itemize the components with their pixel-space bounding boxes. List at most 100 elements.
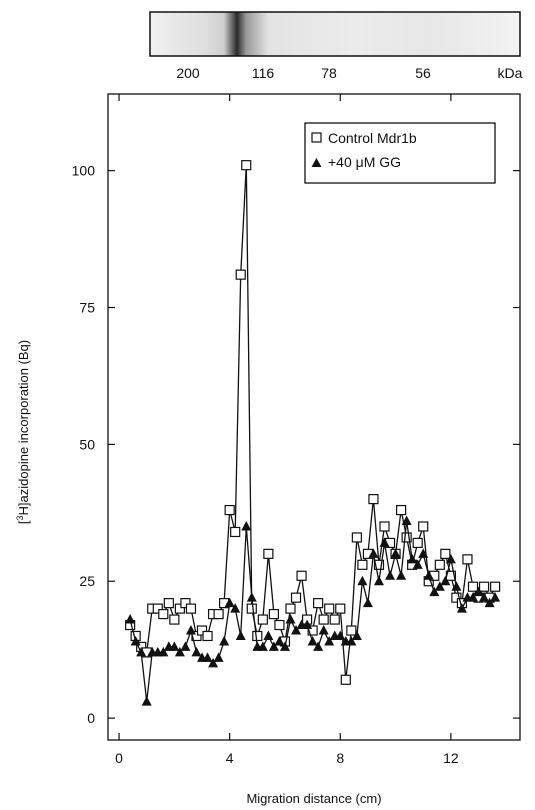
control-point (163, 598, 174, 609)
gg-point (279, 641, 290, 651)
y-axis-label: [3H]azidopine incorporation (Bq) (15, 340, 31, 524)
y-tick-label-0: 0 (87, 710, 95, 726)
gg-point (213, 652, 224, 662)
x-tick-label-8: 8 (336, 750, 344, 766)
gg-point (390, 548, 401, 558)
gg-point (418, 548, 429, 558)
control-point (174, 603, 185, 614)
legend-box (304, 122, 496, 184)
control-point (351, 532, 362, 543)
gg-point (467, 592, 478, 602)
gg-point (130, 635, 141, 646)
gg-point (158, 646, 169, 657)
series-control-mdr1b (125, 160, 501, 685)
control-point (490, 581, 501, 592)
y-tick-label-75: 75 (79, 300, 95, 316)
control-point (467, 581, 479, 592)
control-point (268, 608, 280, 620)
y-axis-label-pre: [ (16, 520, 31, 524)
gg-point (241, 520, 252, 531)
control-point (412, 537, 423, 549)
x-tick-label-12: 12 (443, 750, 459, 766)
gg-point (246, 592, 257, 602)
y-axis: 0 25 50 75 100 (72, 163, 520, 726)
gg-point (136, 646, 147, 657)
gg-point (440, 575, 451, 586)
gg-point (285, 614, 296, 624)
gg-point (396, 570, 407, 580)
gg-point (257, 641, 268, 651)
gg-point (335, 630, 346, 640)
y-axis-label-post: H]azidopine incorporation (Bq) (16, 340, 31, 516)
gg-point (235, 630, 246, 640)
gel-strip: 200 116 78 56 kDa (149, 11, 523, 81)
gg-point (313, 641, 324, 651)
gg-point (429, 586, 440, 597)
control-point (213, 608, 224, 620)
control-point (246, 603, 257, 614)
gg-point (291, 625, 302, 635)
control-point (241, 160, 252, 171)
control-point (252, 630, 263, 642)
gg-point (263, 630, 274, 640)
control-point (335, 603, 346, 614)
gel-marker-78: 78 (321, 65, 337, 81)
gel-marker-56: 56 (415, 65, 431, 81)
control-point (180, 598, 191, 609)
control-point (396, 504, 407, 516)
gg-point (490, 592, 501, 602)
control-point (434, 559, 445, 570)
gg-point (407, 553, 418, 564)
gg-point (362, 597, 373, 608)
control-point (152, 603, 163, 614)
y-axis-label-sup: 3 (15, 515, 25, 520)
gg-point (456, 603, 467, 613)
gg-point (351, 630, 362, 640)
gel-unit-label: kDa (498, 65, 523, 81)
control-point (313, 598, 324, 609)
control-point (451, 592, 462, 603)
gg-point (202, 652, 213, 662)
control-point (478, 581, 490, 592)
plot-frame (107, 93, 521, 741)
gg-point (174, 646, 185, 657)
gg-point (208, 657, 219, 668)
gg-point (125, 614, 136, 624)
gg-point (180, 641, 191, 651)
control-point (368, 494, 379, 505)
legend: Control Mdr1b +40 μM GG (304, 122, 496, 184)
series-40um-gg (125, 515, 501, 706)
x-tick-label-4: 4 (226, 750, 234, 766)
gel-marker-200: 200 (176, 65, 200, 81)
gg-point (224, 597, 235, 608)
control-point (235, 269, 246, 280)
control-point (324, 603, 335, 614)
control-point (318, 614, 329, 625)
control-point (263, 548, 274, 559)
x-axis-label: Migration distance (cm) (246, 791, 381, 806)
control-point (373, 559, 385, 570)
control-point (274, 619, 285, 631)
control-point (202, 630, 213, 642)
gel-marker-116: 116 (252, 65, 275, 81)
control-point (185, 603, 197, 614)
control-point (440, 548, 451, 559)
control-point (230, 526, 241, 538)
gg-point (169, 641, 180, 651)
gg-point (401, 515, 412, 526)
gg-point (412, 559, 423, 569)
control-point (285, 603, 296, 614)
gg-point (385, 570, 396, 580)
gg-point (141, 696, 152, 706)
gg-point (191, 646, 202, 657)
gg-point (268, 641, 279, 651)
gg-point (373, 575, 384, 586)
control-point (379, 521, 390, 532)
legend-control-marker (311, 132, 322, 143)
control-point (257, 614, 268, 625)
gg-point (324, 635, 335, 646)
control-point (169, 614, 180, 625)
x-axis: 0 4 8 12 (115, 94, 459, 766)
gg-point (318, 625, 329, 635)
gg-point (445, 553, 456, 564)
